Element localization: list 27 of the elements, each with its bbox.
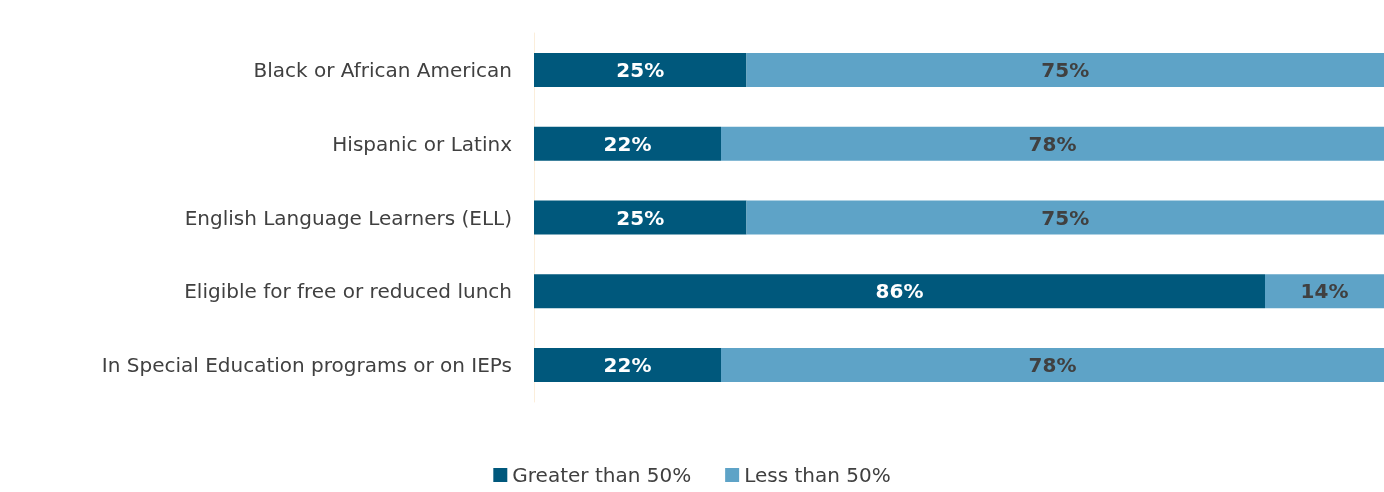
y-tick-label: Hispanic or Latinx (332, 131, 513, 156)
data-label: 25% (616, 57, 665, 82)
y-tick-label: Black or African American (253, 57, 512, 82)
bar (534, 126, 721, 161)
bar (534, 52, 747, 87)
data-label: 22% (603, 353, 652, 378)
bar (746, 52, 1384, 87)
y-tick-label: English Language Learners (ELL) (184, 205, 512, 230)
bar (534, 200, 747, 235)
data-label: 14% (1300, 279, 1349, 304)
data-label: 86% (875, 279, 924, 304)
data-label: 25% (616, 205, 665, 230)
y-tick-label: In Special Education programs or on IEPs (101, 353, 512, 378)
bar (534, 348, 721, 383)
data-label: 78% (1028, 353, 1077, 378)
bar (721, 348, 1384, 383)
data-label: 75% (1041, 205, 1090, 230)
data-label: 78% (1028, 131, 1077, 156)
bar (721, 126, 1384, 161)
legend-label: Greater than 50% (512, 463, 692, 487)
bar (1265, 274, 1384, 309)
bar (534, 274, 1265, 309)
data-label: 22% (603, 131, 652, 156)
y-tick-label: Eligible for free or reduced lunch (184, 279, 512, 304)
data-label: 75% (1041, 57, 1090, 82)
legend-label: Less than 50% (744, 463, 891, 487)
bar (746, 200, 1384, 235)
